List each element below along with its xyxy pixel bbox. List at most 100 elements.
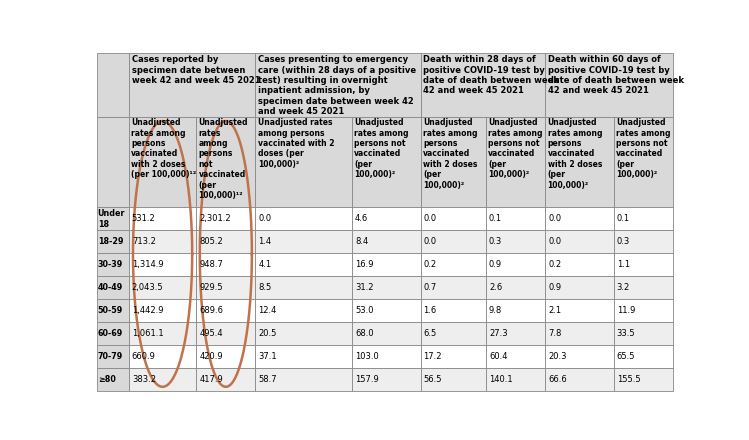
Bar	[255, 322, 352, 345]
Text: 12.4: 12.4	[258, 306, 276, 315]
Bar	[352, 253, 421, 276]
Text: 9.8: 9.8	[489, 306, 502, 315]
Bar	[545, 54, 673, 117]
Text: Unadjusted
rates among
persons not
vaccinated
(per
100,000)²: Unadjusted rates among persons not vacci…	[616, 118, 670, 179]
Bar	[545, 253, 613, 276]
Text: Unadjusted
rates
among
persons
not
vaccinated
(per
100,000)¹²: Unadjusted rates among persons not vacci…	[198, 118, 248, 200]
Bar	[421, 253, 486, 276]
Bar	[352, 345, 421, 368]
Text: 18-29: 18-29	[97, 237, 123, 246]
Text: 58.7: 58.7	[258, 375, 277, 384]
Text: ≥80: ≥80	[97, 375, 115, 384]
Bar	[486, 368, 545, 391]
Text: 157.9: 157.9	[355, 375, 379, 384]
Text: 0.2: 0.2	[548, 260, 561, 269]
Bar	[486, 253, 545, 276]
Bar	[421, 54, 545, 117]
Text: 0.9: 0.9	[489, 260, 502, 269]
Bar	[255, 276, 352, 299]
Bar	[486, 117, 545, 207]
Bar	[613, 299, 673, 322]
Bar	[352, 299, 421, 322]
Bar	[613, 117, 673, 207]
Text: 3.2: 3.2	[616, 283, 630, 292]
Text: 0.0: 0.0	[258, 214, 271, 224]
Bar	[196, 322, 255, 345]
Bar	[196, 253, 255, 276]
Bar	[129, 54, 255, 117]
Bar	[255, 299, 352, 322]
Text: 531.2: 531.2	[132, 214, 156, 224]
Text: 11.9: 11.9	[616, 306, 635, 315]
Text: 713.2: 713.2	[132, 237, 156, 246]
Bar	[352, 368, 421, 391]
Bar	[421, 322, 486, 345]
Text: 16.9: 16.9	[355, 260, 374, 269]
Bar	[129, 230, 196, 253]
Text: 20.5: 20.5	[258, 329, 276, 338]
Bar	[196, 230, 255, 253]
Bar	[255, 368, 352, 391]
Text: 0.1: 0.1	[616, 214, 630, 224]
Bar	[129, 253, 196, 276]
Text: 40-49: 40-49	[97, 283, 123, 292]
Text: Unadjusted
rates among
persons not
vaccinated
(per
100,000)²: Unadjusted rates among persons not vacci…	[488, 118, 543, 179]
Text: 0.0: 0.0	[423, 237, 437, 246]
Text: 66.6: 66.6	[548, 375, 567, 384]
Text: 1.6: 1.6	[423, 306, 437, 315]
Bar	[545, 276, 613, 299]
Bar	[97, 368, 129, 391]
Bar	[97, 322, 129, 345]
Bar	[613, 207, 673, 230]
Bar	[613, 345, 673, 368]
Bar	[97, 345, 129, 368]
Bar	[129, 276, 196, 299]
Bar	[97, 299, 129, 322]
Bar	[486, 207, 545, 230]
Bar	[97, 117, 129, 207]
Text: 50-59: 50-59	[97, 306, 123, 315]
Bar	[613, 253, 673, 276]
Bar	[196, 207, 255, 230]
Bar	[255, 253, 352, 276]
Text: Unadjusted
rates among
persons
vaccinated
with 2 doses
(per 100,000)¹²: Unadjusted rates among persons vaccinate…	[131, 118, 196, 179]
Text: 4.6: 4.6	[355, 214, 369, 224]
Text: 6.5: 6.5	[423, 329, 437, 338]
Text: 948.7: 948.7	[199, 260, 223, 269]
Text: 27.3: 27.3	[489, 329, 508, 338]
Text: 7.8: 7.8	[548, 329, 562, 338]
Bar	[545, 368, 613, 391]
Bar	[486, 276, 545, 299]
Bar	[421, 345, 486, 368]
Bar	[129, 117, 196, 207]
Bar	[196, 345, 255, 368]
Text: 17.2: 17.2	[423, 352, 442, 361]
Text: Unadjusted rates
among persons
vaccinated with 2
doses (per
100,000)²: Unadjusted rates among persons vaccinate…	[258, 118, 334, 169]
Text: 689.6: 689.6	[199, 306, 223, 315]
Bar	[129, 207, 196, 230]
Bar	[196, 368, 255, 391]
Bar	[196, 276, 255, 299]
Bar	[486, 230, 545, 253]
Bar	[255, 117, 352, 207]
Text: 155.5: 155.5	[616, 375, 640, 384]
Text: 2.1: 2.1	[548, 306, 561, 315]
Bar	[97, 276, 129, 299]
Bar	[486, 322, 545, 345]
Text: 0.0: 0.0	[548, 214, 561, 224]
Bar	[613, 276, 673, 299]
Bar	[129, 368, 196, 391]
Bar	[545, 345, 613, 368]
Text: 70-79: 70-79	[97, 352, 123, 361]
Text: 2,301.2: 2,301.2	[199, 214, 231, 224]
Text: Cases reported by
specimen date between
week 42 and week 45 2021: Cases reported by specimen date between …	[132, 55, 261, 85]
Text: 0.0: 0.0	[548, 237, 561, 246]
Text: 60-69: 60-69	[97, 329, 123, 338]
Text: 65.5: 65.5	[616, 352, 635, 361]
Text: Under
18: Under 18	[97, 209, 125, 228]
Bar	[129, 322, 196, 345]
Bar	[613, 230, 673, 253]
Text: Cases presenting to emergency
care (within 28 days of a positive
test) resulting: Cases presenting to emergency care (with…	[258, 55, 416, 116]
Bar	[196, 299, 255, 322]
Text: 33.5: 33.5	[616, 329, 635, 338]
